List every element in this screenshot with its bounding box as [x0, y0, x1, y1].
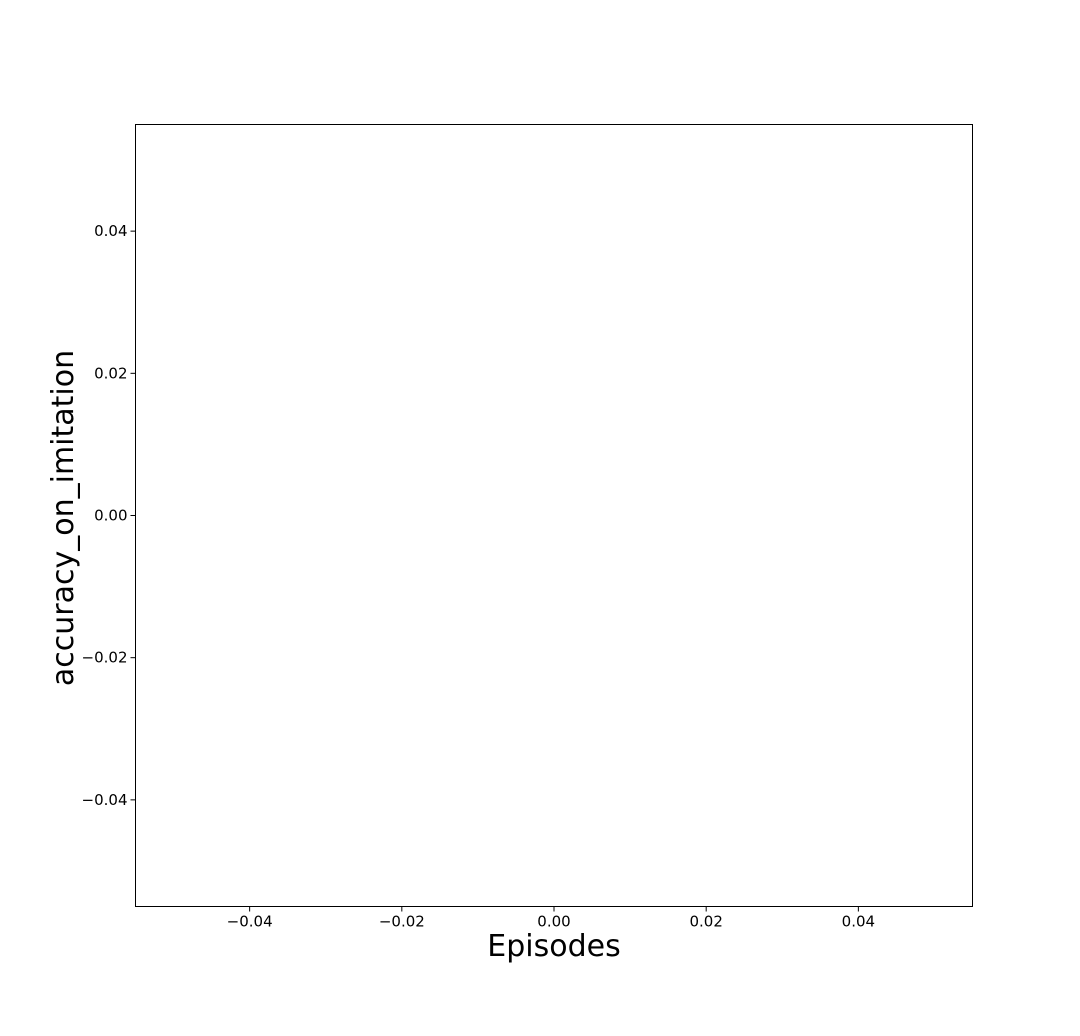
y-tick-label: −0.02 — [82, 649, 128, 667]
y-tick-label: 0.04 — [94, 222, 127, 240]
y-tick-label: 0.00 — [94, 507, 127, 525]
x-tick-label: 0.04 — [842, 913, 875, 931]
y-tick-label: 0.02 — [94, 364, 127, 382]
plot-area-frame — [135, 124, 973, 907]
x-tick-label: 0.02 — [689, 913, 722, 931]
x-tick-label: −0.02 — [379, 913, 425, 931]
y-axis-ticks: −0.04 −0.02 0.00 0.02 0.04 — [82, 222, 136, 809]
x-axis-title: Episodes — [487, 929, 620, 964]
x-tick-label: 0.00 — [537, 913, 570, 931]
x-axis-ticks: −0.04 −0.02 0.00 0.02 0.04 — [227, 906, 875, 931]
y-axis-title: accuracy_on_imitation — [46, 350, 81, 686]
x-tick-label: −0.04 — [227, 913, 273, 931]
y-tick-label: −0.04 — [82, 791, 128, 809]
